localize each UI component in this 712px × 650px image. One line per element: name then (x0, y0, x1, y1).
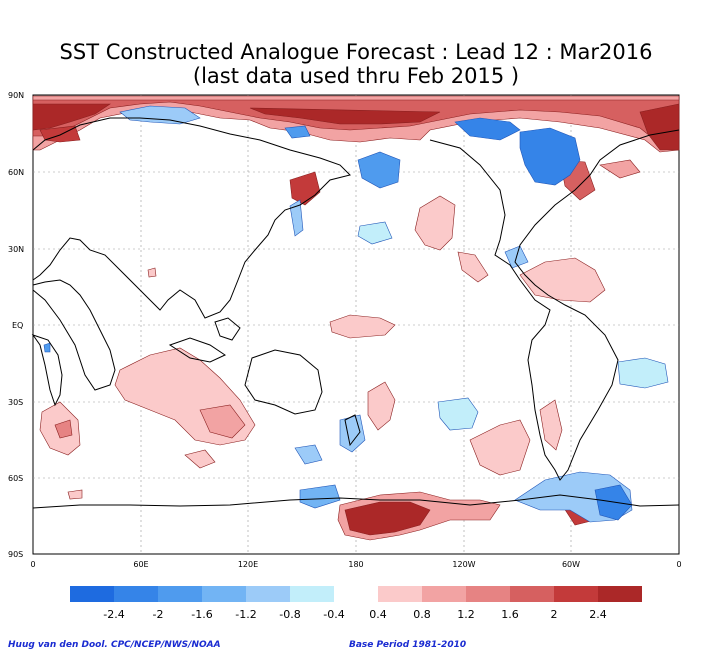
legend-tick-label: -2 (153, 608, 164, 621)
legend-swatch (290, 586, 334, 602)
lat-label: 90N (8, 91, 24, 100)
legend-swatch (466, 586, 510, 602)
legend-swatch (202, 586, 246, 602)
lat-label: 60N (8, 168, 24, 177)
legend-swatch (114, 586, 158, 602)
coastlines (31, 117, 680, 509)
legend-tick-label: 2 (551, 608, 558, 621)
lat-label: EQ (12, 321, 23, 330)
legend-swatch (158, 586, 202, 602)
legend-tick-label: 0.4 (369, 608, 387, 621)
title-line-2: (last data used thru Feb 2015 ) (192, 64, 520, 88)
legend-tick-label: -1.6 (191, 608, 212, 621)
lon-label: 0 (30, 560, 35, 569)
credit-author: Huug van den Dool. CPC/NCEP/NWS/NOAA (8, 640, 221, 650)
legend-swatch (378, 586, 422, 602)
lon-label: 180 (348, 560, 363, 569)
legend-swatch (598, 586, 642, 602)
legend-tick-label: -0.8 (279, 608, 300, 621)
lon-label: 120W (452, 560, 475, 569)
legend-tick-label: 1.2 (457, 608, 475, 621)
lat-label: 90S (8, 550, 23, 559)
legend-swatch (554, 586, 598, 602)
legend-swatch (422, 586, 466, 602)
legend-tick-label: -2.4 (103, 608, 124, 621)
legend-swatch (510, 586, 554, 602)
lat-label: 30S (8, 398, 23, 407)
legend-tick-label: 1.6 (501, 608, 519, 621)
legend-tick-label: -0.4 (323, 608, 344, 621)
legend-ticks: -2.4 -2 -1.6 -1.2 -0.8 -0.4 0.4 0.8 1.2 … (103, 608, 606, 621)
lon-label: 0 (676, 560, 681, 569)
color-legend (70, 586, 642, 602)
lat-label: 60S (8, 474, 23, 483)
warm-anomalies (32, 95, 680, 541)
legend-tick-label: -1.2 (235, 608, 256, 621)
axis-labels: 90N 60N 30N EQ 30S 60S 90S 0 60E 120E 18… (8, 91, 682, 569)
legend-tick-label: 0.8 (413, 608, 431, 621)
lat-label: 30N (8, 245, 24, 254)
legend-swatch (246, 586, 290, 602)
lon-label: 60E (133, 560, 148, 569)
legend-tick-label: 2.4 (589, 608, 607, 621)
title-line-1: SST Constructed Analogue Forecast : Lead… (59, 40, 653, 64)
legend-swatch (70, 586, 114, 602)
lon-label: 60W (562, 560, 580, 569)
lon-label: 120E (238, 560, 258, 569)
credit-base-period: Base Period 1981-2010 (349, 640, 467, 650)
